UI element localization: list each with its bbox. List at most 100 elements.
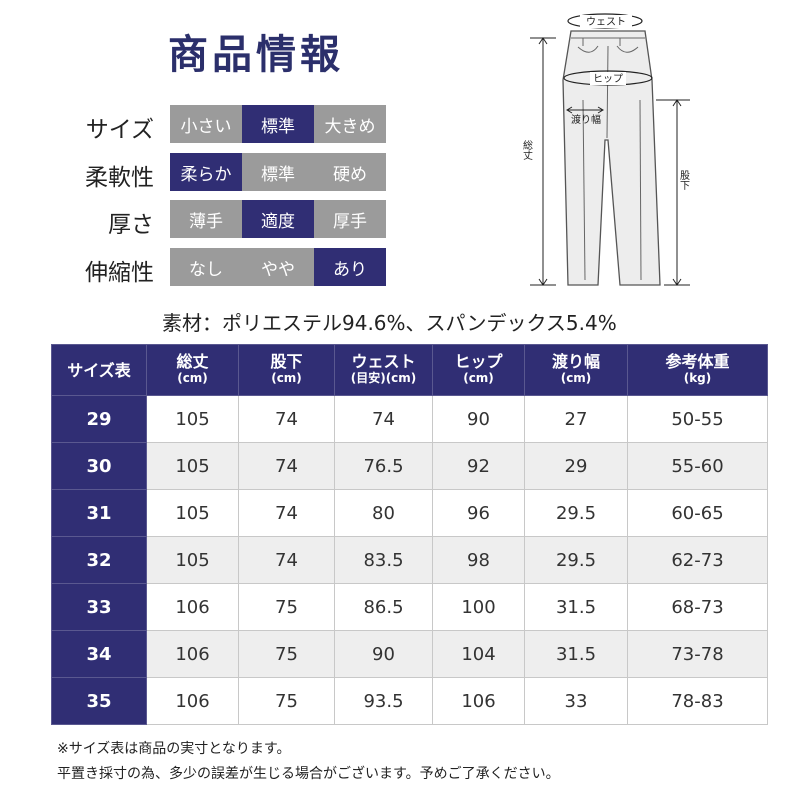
column-header-unit: (cm) [560,371,592,385]
attribute-option-selected: あり [314,248,386,286]
table-cell: 29 [524,442,628,490]
attribute-scale: なし やや あり [170,248,386,286]
attribute-scale: 薄手 適度 厚手 [170,200,386,238]
table-cell: 93.5 [334,677,433,725]
attribute-scale: 小さい 標準 大きめ [170,105,386,143]
column-header-unit: (目安)(cm) [350,371,417,385]
column-header: 股下 (cm) [238,344,335,396]
table-cell: 96 [432,489,525,537]
size-table: サイズ表 総丈 (cm) 股下 (cm) ウェスト (目安)(cm) ヒップ (cm) 渡り幅 (c… [51,344,768,725]
column-header-unit: (cm) [177,371,208,385]
column-header-label: 参考体重 [665,352,730,371]
material-text: 素材：ポリエステル94.6%、スパンデックス5.4% [162,311,617,335]
table-cell: 62-73 [627,536,768,584]
attribute-option-selected: 柔らか [170,153,242,191]
table-cell: 92 [432,442,525,490]
note-measurement-error: 平置き採寸の為、多少の誤差が生じる場合がございます。予めご了承ください。 [57,766,560,782]
table-cell: 55-60 [627,442,768,490]
table-cell: 105 [146,536,239,584]
attribute-option: 厚手 [314,200,386,238]
attribute-option: 薄手 [170,200,242,238]
attribute-option: 硬め [314,153,386,191]
attribute-option-selected: 適度 [242,200,314,238]
table-cell: 75 [238,583,335,631]
attribute-option: 標準 [242,153,314,191]
thigh-label: 渡り幅 [571,113,601,126]
table-cell: 98 [432,536,525,584]
attribute-scale: 柔らか 標準 硬め [170,153,386,191]
table-row: 29 105 74 74 90 27 50-55 [51,395,768,443]
table-cell: 31.5 [524,630,628,678]
note-actual-size: ※サイズ表は商品の実寸となります。 [57,741,291,757]
table-cell: 106 [146,583,239,631]
table-cell: 86.5 [334,583,433,631]
table-row: 31 105 74 80 96 29.5 60-65 [51,489,768,537]
table-cell: 90 [334,630,433,678]
table-row: 30 105 74 76.5 92 29 55-60 [51,442,768,490]
size-cell: 34 [51,630,147,678]
attribute-label: 伸縮性 [85,260,154,286]
table-cell: 74 [238,536,335,584]
waist-label: ウェスト [586,16,626,28]
table-cell: 90 [432,395,525,443]
attribute-label: 柔軟性 [85,165,154,191]
inseam-label: 股下 [678,170,690,191]
table-cell: 105 [146,395,239,443]
size-cell: 32 [51,536,147,584]
table-row: 33 106 75 86.5 100 31.5 68-73 [51,583,768,631]
table-cell: 50-55 [627,395,768,443]
attribute-option: 大きめ [314,105,386,143]
pants-outline-icon [562,30,661,286]
column-header: ウェスト (目安)(cm) [334,344,433,396]
size-cell: 29 [51,395,147,443]
table-cell: 74 [238,442,335,490]
size-cell: 31 [51,489,147,537]
table-cell: 73-78 [627,630,768,678]
table-cell: 105 [146,442,239,490]
table-row: 32 105 74 83.5 98 29.5 62-73 [51,536,768,584]
attribute-option-selected: 標準 [242,105,314,143]
table-cell: 74 [238,489,335,537]
table-cell: 33 [524,677,628,725]
table-cell: 29.5 [524,489,628,537]
table-cell: 104 [432,630,525,678]
table-cell: 27 [524,395,628,443]
column-header-unit: (kg) [683,371,712,385]
column-header: 渡り幅 (cm) [524,344,628,396]
attribute-option: なし [170,248,242,286]
attribute-option: やや [242,248,314,286]
attribute-option: 小さい [170,105,242,143]
table-cell: 68-73 [627,583,768,631]
column-header-label: 股下 [270,352,303,371]
attribute-label: 厚さ [108,212,154,238]
column-header-label: 渡り幅 [551,352,600,371]
table-row: 35 106 75 93.5 106 33 78-83 [51,677,768,725]
table-cell: 83.5 [334,536,433,584]
table-cell: 74 [334,395,433,443]
attribute-label: サイズ [85,117,154,143]
size-cell: 35 [51,677,147,725]
column-header-label: ウェスト [351,352,416,371]
table-cell: 106 [146,630,239,678]
table-cell: 75 [238,630,335,678]
table-cell: 80 [334,489,433,537]
column-header: 参考体重 (kg) [627,344,768,396]
column-header: 総丈 (cm) [146,344,239,396]
size-cell: 30 [51,442,147,490]
column-header-label: サイズ表 [67,360,131,380]
table-cell: 78-83 [627,677,768,725]
column-header-label: ヒップ [454,352,503,371]
table-cell: 105 [146,489,239,537]
table-cell: 106 [432,677,525,725]
column-header: サイズ表 [51,344,147,396]
table-cell: 31.5 [524,583,628,631]
column-header-unit: (cm) [463,371,494,385]
table-cell: 75 [238,677,335,725]
column-header-unit: (cm) [271,371,302,385]
table-cell: 60-65 [627,489,768,537]
length-label: 総丈 [521,139,533,161]
table-row: 34 106 75 90 104 31.5 73-78 [51,630,768,678]
table-cell: 74 [238,395,335,443]
hip-label: ヒップ [593,73,623,85]
